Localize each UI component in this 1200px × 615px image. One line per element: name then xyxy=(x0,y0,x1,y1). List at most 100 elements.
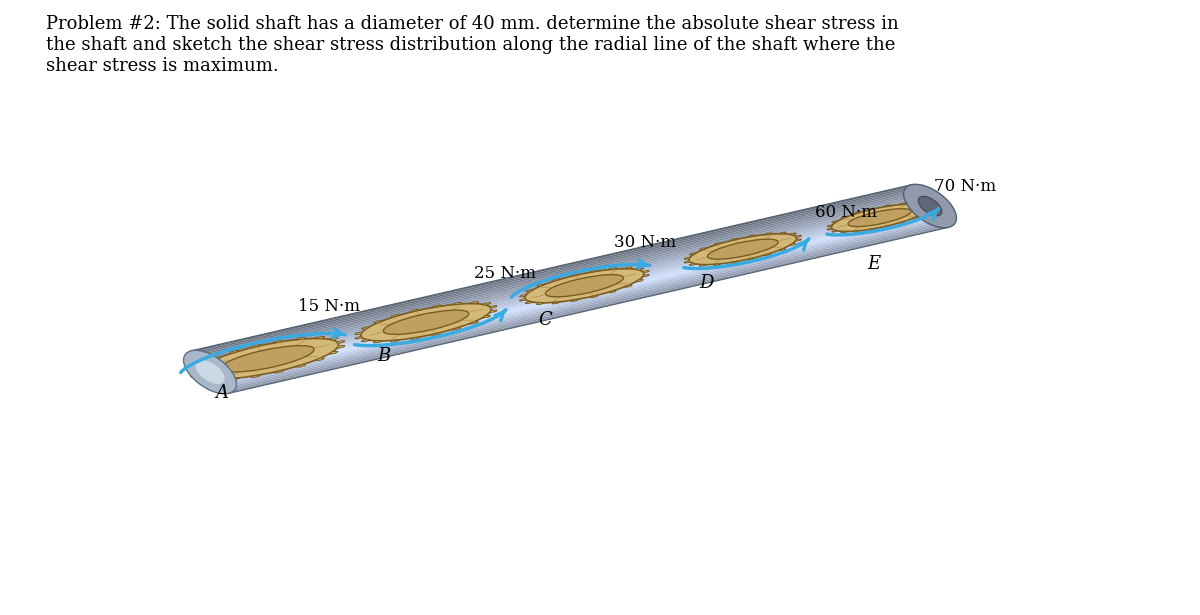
Polygon shape xyxy=(229,378,240,381)
Polygon shape xyxy=(336,346,344,349)
Polygon shape xyxy=(869,208,876,210)
Text: D: D xyxy=(700,274,714,292)
Text: 60 N·m: 60 N·m xyxy=(815,204,877,221)
Polygon shape xyxy=(731,239,739,241)
Ellipse shape xyxy=(832,204,928,231)
Polygon shape xyxy=(714,243,722,245)
Polygon shape xyxy=(481,303,491,305)
Polygon shape xyxy=(191,374,199,377)
Polygon shape xyxy=(796,239,802,242)
Polygon shape xyxy=(468,321,479,324)
Polygon shape xyxy=(623,267,632,269)
Polygon shape xyxy=(796,236,802,237)
Ellipse shape xyxy=(197,338,338,379)
Polygon shape xyxy=(197,378,208,380)
Polygon shape xyxy=(197,363,208,366)
Polygon shape xyxy=(295,337,306,340)
Polygon shape xyxy=(883,205,892,207)
Polygon shape xyxy=(490,306,497,308)
Polygon shape xyxy=(689,263,697,266)
Polygon shape xyxy=(193,188,916,355)
Polygon shape xyxy=(778,232,786,234)
Polygon shape xyxy=(198,192,919,359)
Polygon shape xyxy=(355,336,362,339)
Polygon shape xyxy=(763,253,772,255)
Polygon shape xyxy=(730,261,738,263)
Polygon shape xyxy=(899,203,906,205)
Polygon shape xyxy=(328,351,338,354)
Polygon shape xyxy=(570,299,580,301)
Polygon shape xyxy=(230,351,241,354)
Text: A: A xyxy=(216,384,228,402)
Ellipse shape xyxy=(708,239,778,260)
Ellipse shape xyxy=(361,304,491,341)
Polygon shape xyxy=(210,379,221,381)
Polygon shape xyxy=(911,217,918,219)
Polygon shape xyxy=(391,339,401,342)
Text: 30 N·m: 30 N·m xyxy=(614,234,677,251)
Polygon shape xyxy=(336,341,344,344)
Polygon shape xyxy=(373,320,384,323)
Polygon shape xyxy=(274,340,284,343)
Polygon shape xyxy=(192,186,913,354)
Text: E: E xyxy=(868,255,880,273)
Polygon shape xyxy=(216,213,937,381)
Polygon shape xyxy=(524,301,534,304)
Ellipse shape xyxy=(221,346,314,372)
Polygon shape xyxy=(714,264,722,266)
Polygon shape xyxy=(841,216,848,218)
Polygon shape xyxy=(552,301,562,304)
Polygon shape xyxy=(536,303,546,304)
Polygon shape xyxy=(853,231,860,232)
Ellipse shape xyxy=(196,360,224,384)
Polygon shape xyxy=(227,224,948,392)
Polygon shape xyxy=(294,364,305,367)
Text: 25 N·m: 25 N·m xyxy=(474,264,536,282)
Polygon shape xyxy=(211,357,222,360)
Ellipse shape xyxy=(383,310,469,335)
Polygon shape xyxy=(221,219,942,386)
Polygon shape xyxy=(328,338,338,340)
Polygon shape xyxy=(218,216,940,383)
Polygon shape xyxy=(635,280,643,282)
Polygon shape xyxy=(223,221,944,389)
Ellipse shape xyxy=(545,275,624,297)
Polygon shape xyxy=(391,315,401,317)
Polygon shape xyxy=(642,274,649,277)
Polygon shape xyxy=(220,217,941,385)
Polygon shape xyxy=(490,310,497,313)
Polygon shape xyxy=(571,274,580,277)
Text: 70 N·m: 70 N·m xyxy=(934,178,996,196)
Polygon shape xyxy=(206,202,928,369)
Ellipse shape xyxy=(689,234,797,264)
Polygon shape xyxy=(926,205,932,207)
Polygon shape xyxy=(854,212,862,214)
Polygon shape xyxy=(607,268,617,270)
Polygon shape xyxy=(589,295,598,298)
Polygon shape xyxy=(827,228,833,230)
Polygon shape xyxy=(642,271,649,273)
Polygon shape xyxy=(251,375,262,378)
Polygon shape xyxy=(607,290,616,293)
Polygon shape xyxy=(778,248,786,251)
Polygon shape xyxy=(224,223,947,391)
Polygon shape xyxy=(272,370,284,373)
Polygon shape xyxy=(313,358,324,361)
Ellipse shape xyxy=(904,184,956,228)
Polygon shape xyxy=(451,327,461,330)
Polygon shape xyxy=(451,303,461,305)
Polygon shape xyxy=(196,189,917,357)
Polygon shape xyxy=(251,344,263,347)
Polygon shape xyxy=(911,202,918,204)
Polygon shape xyxy=(788,233,797,235)
Text: C: C xyxy=(538,311,552,328)
Polygon shape xyxy=(763,232,772,235)
Polygon shape xyxy=(481,315,491,319)
Polygon shape xyxy=(209,205,930,372)
Polygon shape xyxy=(898,221,905,223)
Text: Problem #2: The solid shaft has a diameter of 40 mm. determine the absolute shea: Problem #2: The solid shaft has a diamet… xyxy=(46,15,899,75)
Polygon shape xyxy=(212,209,934,376)
Polygon shape xyxy=(883,225,890,228)
Polygon shape xyxy=(841,231,848,233)
Polygon shape xyxy=(684,257,690,260)
